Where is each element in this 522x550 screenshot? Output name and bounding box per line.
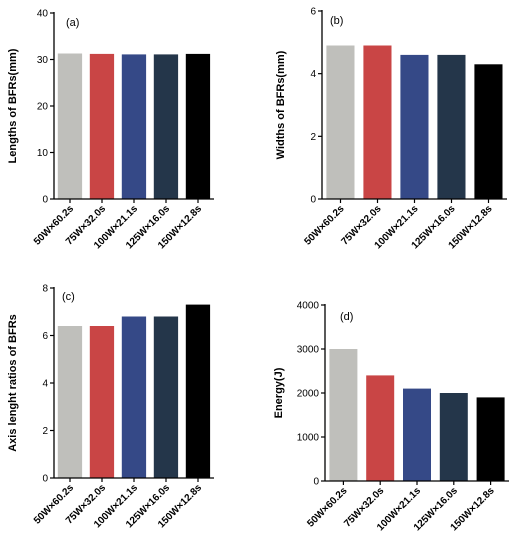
bar-4	[153, 316, 179, 478]
y-tick-label: 0	[42, 195, 48, 206]
y-tick-label: 40	[37, 9, 49, 20]
y-tick-label: 10	[37, 148, 49, 159]
bar-1	[57, 326, 83, 478]
bar-3	[403, 388, 431, 481]
y-tick-label: 4000	[297, 301, 320, 312]
y-tick-label: 1000	[297, 433, 320, 444]
y-tick-label: 2000	[297, 389, 320, 400]
bar-2	[363, 45, 392, 199]
y-tick-label: 6	[310, 7, 316, 18]
y-axis-title: Lengths of BFRs(mm)	[7, 48, 19, 163]
bar-5	[185, 53, 211, 200]
y-tick-label: 4	[310, 69, 316, 80]
bar-3	[121, 54, 147, 200]
bar-1	[326, 45, 355, 199]
panel-label: (a)	[66, 17, 79, 29]
chart-panel-2: 024650W×60.2s75W×32.0s100W×21.1s125W×16.…	[275, 7, 507, 251]
panel-label: (b)	[330, 15, 343, 27]
y-axis-title: Axis lenght ratios of BFRs	[7, 314, 19, 452]
bar-5	[476, 397, 505, 481]
y-tick-label: 0	[310, 195, 316, 206]
y-tick-label: 30	[37, 55, 49, 66]
bar-3	[121, 316, 147, 478]
y-axis-title: Widths of BFRs(mm)	[275, 50, 287, 159]
bar-4	[153, 54, 179, 200]
bar-2	[89, 53, 115, 200]
bar-2	[89, 326, 115, 478]
y-axis-title: Energy(J)	[273, 367, 285, 418]
y-tick-label: 2	[42, 426, 48, 437]
bar-5	[474, 64, 503, 199]
y-tick-label: 0	[42, 474, 48, 485]
bar-1	[57, 53, 83, 199]
y-tick-label: 20	[37, 102, 49, 113]
bar-3	[400, 54, 429, 200]
panel-label: (d)	[340, 311, 353, 323]
y-tick-label: 6	[42, 331, 48, 342]
bar-4	[437, 54, 466, 200]
chart-panel-1: 01020304050W×60.2s75W×32.0s100W×21.1s125…	[7, 9, 214, 251]
y-tick-label: 4	[42, 379, 48, 390]
panel-label: (c)	[62, 291, 75, 303]
bar-4	[439, 393, 468, 481]
y-tick-label: 2	[310, 132, 316, 143]
bar-5	[185, 304, 211, 478]
y-tick-label: 8	[42, 284, 48, 295]
y-tick-label: 0	[313, 477, 319, 488]
bar-2	[366, 375, 395, 481]
bar-1	[329, 349, 358, 481]
chart-panel-4: 0100020003000400050W×60.2s75W×32.0s100W×…	[273, 301, 509, 533]
y-tick-label: 3000	[297, 345, 320, 356]
chart-panel-3: 0246850W×60.2s75W×32.0s100W×21.1s125W×16…	[7, 284, 214, 530]
